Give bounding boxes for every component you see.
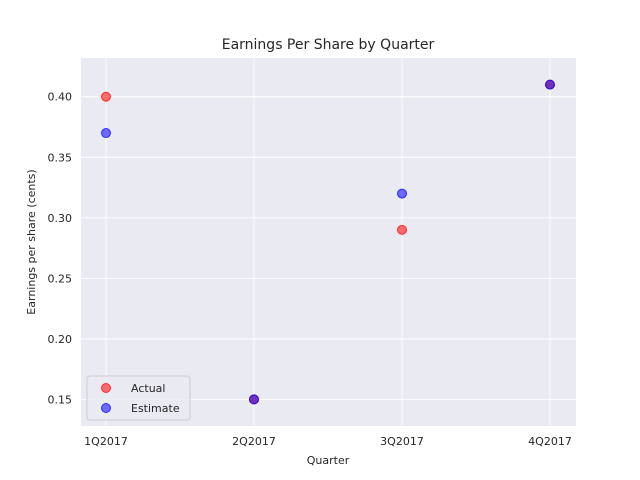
legend-box [86, 375, 191, 421]
point-estimate [397, 188, 407, 199]
y-tick-label: 0.35 [48, 151, 73, 164]
y-tick-labels: 0.15 0.20 0.25 0.30 0.35 0.40 [48, 91, 73, 407]
plot-area [81, 58, 576, 426]
legend: Actual Estimate [86, 375, 191, 421]
legend-label-actual: Actual [131, 382, 165, 395]
y-tick-label: 0.25 [48, 272, 73, 285]
chart-title: Earnings Per Share by Quarter [222, 37, 435, 53]
y-tick-label: 0.30 [48, 212, 73, 225]
x-tick-label: 2Q2017 [232, 435, 276, 448]
point-estimate [249, 394, 259, 405]
point-estimate [101, 128, 111, 139]
legend-marker-actual [101, 383, 111, 393]
x-gridlines [105, 58, 551, 426]
y-tick-label: 0.15 [48, 393, 73, 406]
y-tick-label: 0.20 [48, 333, 73, 346]
point-actual [397, 224, 407, 235]
legend-marker-estimate [101, 403, 111, 413]
x-tick-label: 4Q2017 [528, 435, 572, 448]
point-estimate [545, 79, 555, 90]
point-actual [101, 91, 111, 102]
x-tick-label: 1Q2017 [84, 435, 128, 448]
data-points [101, 79, 555, 405]
x-axis-label: Quarter [307, 454, 350, 467]
y-tick-label: 0.40 [48, 91, 73, 104]
x-tick-label: 3Q2017 [380, 435, 424, 448]
y-axis-label: Earnings per share (cents) [25, 169, 38, 314]
legend-label-estimate: Estimate [131, 402, 180, 415]
x-tick-labels: 1Q2017 2Q2017 3Q2017 4Q2017 [84, 435, 572, 448]
